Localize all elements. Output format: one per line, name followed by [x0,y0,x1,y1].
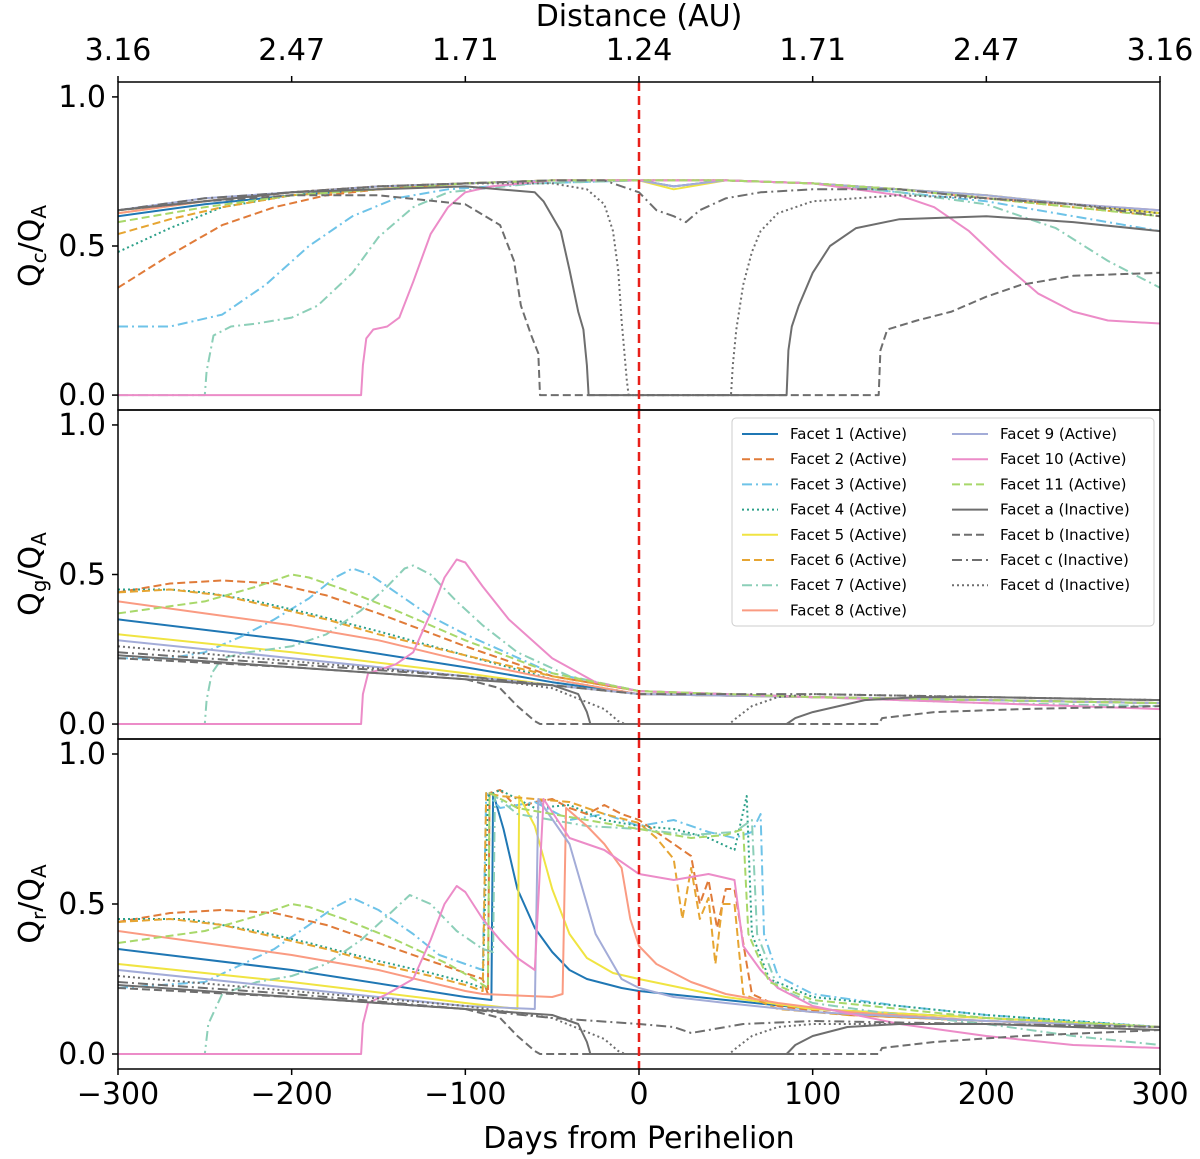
qg-series-13 [118,657,1160,725]
legend-label-14: Facet c (Inactive) [1000,551,1129,569]
panel-qg-ylabel: Qg/QA [13,532,51,616]
qr-series-9 [118,798,1160,1028]
qg-series-2 [118,579,1160,705]
qr-series-10 [118,798,1160,1055]
y-tick-label: 1.0 [58,80,106,115]
legend-label-10: Facet 10 (Active) [1000,450,1127,468]
top-tick-label: 1.71 [432,33,499,68]
panel-qr-series [118,789,1160,1055]
y-tick-label: 0.0 [58,378,106,413]
legend-items: Facet 1 (Active) Facet 2 (Active) Facet 3 … [742,425,1130,619]
qc-series-7 [118,179,1160,397]
qr-series-6 [118,792,1160,1028]
qc-series-15 [118,182,1160,397]
legend-label-8: Facet 8 (Active) [790,601,907,619]
legend-label-1: Facet 1 (Active) [790,425,907,443]
qr-series-15 [118,975,1160,1055]
legend-label-3: Facet 3 (Active) [790,475,907,493]
y-tick-label: 1.0 [58,408,106,443]
qr-series-8 [118,807,1160,1028]
y-tick-label: 1.0 [58,737,106,772]
x-axis-title: Days from Perihelion [483,1121,794,1156]
qg-series-7 [118,564,1160,725]
qc-series-3 [118,179,1160,328]
qg-series-11 [118,573,1160,705]
panel-qg: 0.0 0.5 1.0 Qg/QA [13,408,1161,742]
legend-label-4: Facet 4 (Active) [790,501,907,519]
qc-series-10 [118,179,1160,397]
legend-label-9: Facet 9 (Active) [1000,425,1117,443]
y-tick-label: 0.5 [58,229,106,264]
x-tick-label: −100 [424,1077,506,1112]
top-tick-label: 2.47 [953,33,1020,68]
top-tick-label: 3.16 [1127,33,1194,68]
qg-series-15 [118,645,1160,725]
top-tick-label: 1.71 [779,33,846,68]
panel-qc-y-ticks: 0.0 0.5 1.0 [58,80,118,413]
x-tick-label: 300 [1131,1077,1188,1112]
y-tick-label: 0.5 [58,887,106,922]
x-tick-label: −300 [77,1077,159,1112]
y-tick-label: 0.5 [58,558,106,593]
qc-series-13 [118,194,1160,397]
top-axis-ticks: 3.16 2.47 1.71 1.24 1.71 2.47 3.16 [85,33,1194,82]
bottom-axis-ticks: −300 −200 −100 0 100 200 300 [77,1069,1189,1112]
x-tick-label: −200 [250,1077,332,1112]
panel-qc: 0.0 0.5 1.0 Qc/QA [13,80,1161,413]
qr-series-14 [118,981,1160,1034]
legend-box [731,417,1155,627]
panel-qr-ylabel: Qr/QA [13,864,51,944]
qr-series-11 [118,792,1160,1028]
top-axis-title: Distance (AU) [536,0,743,34]
panel-qr-y-ticks: 0.0 0.5 1.0 [58,737,118,1072]
x-tick-label: 200 [958,1077,1015,1112]
top-tick-label: 1.24 [606,33,673,68]
y-tick-label: 0.0 [58,1037,106,1072]
top-tick-label: 3.16 [85,33,152,68]
legend: Facet 1 (Active) Facet 2 (Active) Facet 3 … [731,417,1155,627]
qr-series-13 [118,987,1160,1055]
y-tick-label: 0.0 [58,707,106,742]
panel-qg-series [118,558,1160,725]
x-tick-label: 0 [629,1077,648,1112]
qr-series-4 [118,789,1160,1028]
legend-label-13: Facet b (Inactive) [1000,526,1130,544]
legend-label-6: Facet 6 (Active) [790,551,907,569]
x-tick-label: 100 [784,1077,841,1112]
legend-label-15: Facet d (Inactive) [1000,576,1130,594]
qc-series-12 [118,185,1160,397]
legend-label-2: Facet 2 (Active) [790,450,907,468]
qr-series-5 [118,795,1160,1028]
legend-label-11: Facet 11 (Active) [1000,475,1127,493]
legend-label-12: Facet a (Inactive) [1000,501,1130,519]
legend-label-5: Facet 5 (Active) [790,526,907,544]
qr-series-1 [118,792,1160,1028]
qr-series-3 [118,792,1160,1028]
panel-qr: 0.0 0.5 1.0 Qr/QA [13,737,1161,1072]
legend-label-7: Facet 7 (Active) [790,576,907,594]
panel-qg-y-ticks: 0.0 0.5 1.0 [58,408,118,742]
panel-qc-ylabel: Qc/QA [13,205,51,287]
top-tick-label: 2.47 [258,33,325,68]
